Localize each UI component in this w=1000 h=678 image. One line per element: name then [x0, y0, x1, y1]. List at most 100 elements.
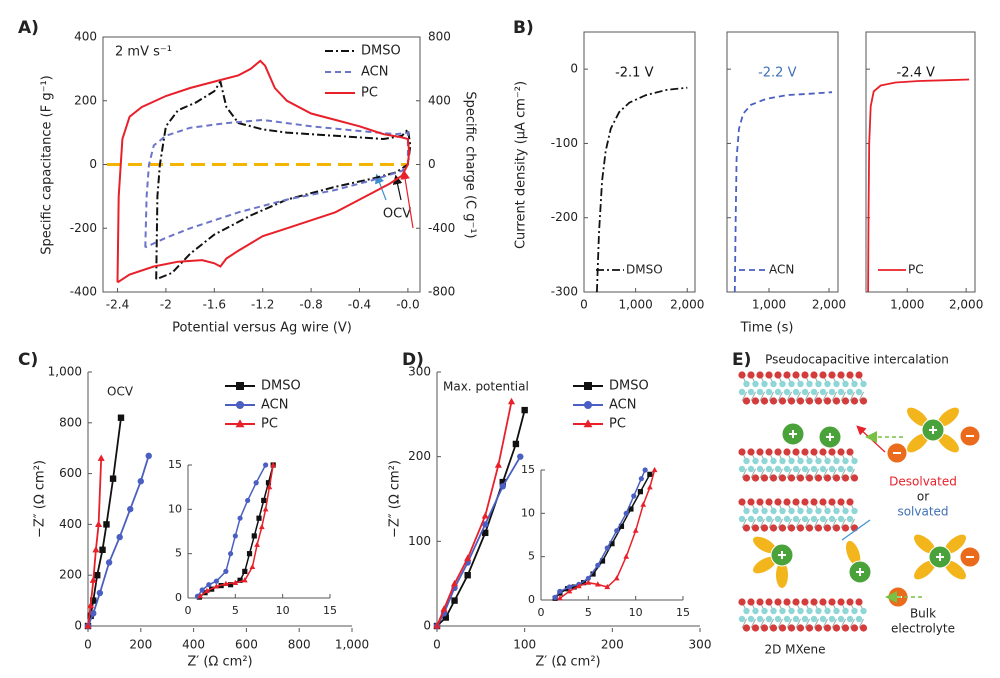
atom-ti [743, 507, 750, 515]
bond [840, 618, 846, 629]
atom-ti [851, 607, 858, 615]
bond [849, 618, 855, 629]
series-line [144, 118, 409, 249]
atom-c [828, 498, 836, 506]
annotation: OCV [107, 385, 134, 399]
marker [482, 521, 489, 528]
atom-ti [765, 465, 773, 473]
atom-ti [761, 607, 768, 615]
atom-ti [819, 615, 827, 623]
atom-c [805, 524, 814, 532]
y-tick-label: 400 [428, 93, 451, 107]
y-tick-label: 100 [408, 534, 431, 548]
atom-c [841, 474, 850, 482]
solvated-label: solvated [897, 505, 948, 519]
atom-c [774, 498, 782, 506]
atom-c [796, 624, 805, 632]
atom-c [738, 371, 746, 379]
marker [442, 614, 449, 621]
y-tick-label: 0 [74, 619, 82, 633]
bond [822, 468, 828, 479]
marker [261, 497, 267, 504]
atom-ti [788, 457, 795, 465]
marker [628, 506, 634, 512]
bond [750, 518, 756, 529]
atom-c [787, 474, 796, 482]
bond [750, 468, 756, 479]
marker [266, 484, 273, 490]
atom-c [850, 397, 859, 405]
atom-c [756, 498, 764, 506]
atom-c [792, 498, 800, 506]
atom-c [805, 474, 814, 482]
atom-c [814, 474, 823, 482]
atom-c [846, 371, 854, 379]
x-tick-label: -0.4 [348, 298, 371, 312]
marker [571, 584, 577, 590]
marker [236, 382, 244, 390]
atom-c [859, 397, 868, 405]
atom-ti [765, 388, 773, 396]
atom-ti [783, 465, 791, 473]
pointer [841, 519, 871, 541]
marker [87, 612, 94, 620]
atom-c [837, 371, 845, 379]
atom-c [756, 448, 764, 456]
atom-ti [824, 380, 831, 388]
marker [647, 471, 653, 477]
legend-label: DMSO [609, 379, 649, 394]
atom-ti [801, 388, 809, 396]
marker [632, 527, 639, 533]
y-tick-label: -200 [70, 221, 97, 235]
marker [87, 601, 95, 609]
y-axis-label: Current density (µA cm⁻²) [514, 81, 529, 249]
bond [741, 468, 747, 479]
x-tick-label: 1,000 [618, 298, 652, 312]
atom-c [819, 371, 827, 379]
atom-ti [756, 465, 764, 473]
x-tick-label: 0 [185, 604, 192, 617]
atom-c [742, 397, 751, 405]
atom-c [778, 474, 787, 482]
marker [623, 510, 629, 516]
marker [640, 501, 647, 507]
marker [482, 529, 489, 537]
x-tick-label: 1,000 [890, 298, 924, 312]
bond [786, 618, 792, 629]
x-tick-label: 2,000 [812, 298, 846, 312]
bond [804, 618, 810, 629]
marker [499, 478, 506, 486]
atom-ti [846, 515, 854, 523]
axes-frame [583, 31, 696, 293]
series-line [436, 401, 513, 627]
bond [768, 468, 774, 479]
marker [464, 554, 472, 561]
marker [583, 419, 593, 428]
y-tick-label: 5 [528, 550, 535, 563]
atom-ti [851, 507, 858, 515]
marker [223, 568, 229, 575]
bond [786, 391, 792, 402]
bond [840, 468, 846, 479]
atom-ti [806, 607, 813, 615]
atom-c [841, 624, 850, 632]
atom-c [751, 624, 760, 632]
bond [831, 618, 837, 629]
marker [512, 440, 520, 448]
mxene-label: 2D MXene [764, 643, 825, 657]
atom-ti [842, 457, 849, 465]
marker [566, 588, 573, 594]
atom-ti [770, 457, 777, 465]
atom-c [765, 598, 773, 606]
bond [768, 618, 774, 629]
bond [777, 468, 783, 479]
atom-ti [761, 380, 768, 388]
x-tick-label: 0 [538, 606, 545, 619]
panel-label: D) [402, 350, 424, 370]
x-tick-label: -2 [160, 298, 172, 312]
y-tick-label: 1,000 [48, 365, 82, 379]
marker [206, 582, 212, 588]
atom-c [756, 371, 764, 379]
legend-label: PC [908, 263, 924, 277]
x-axis-label: Potential versus Ag wire (V) [172, 321, 352, 336]
